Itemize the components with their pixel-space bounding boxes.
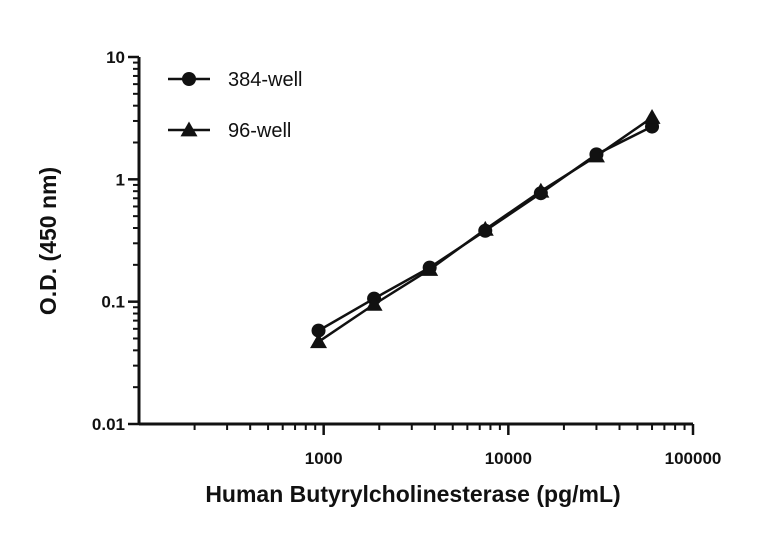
- legend-entry: 96-well: [168, 120, 291, 142]
- data-point: [476, 220, 494, 236]
- y-ticks: 0.01 0.1 1 10: [92, 48, 139, 434]
- y-tick-label: 1: [116, 170, 125, 189]
- data-point: [643, 109, 661, 124]
- legend-marker: [180, 121, 198, 137]
- data-point: [365, 295, 383, 311]
- legend-marker: [182, 72, 196, 86]
- data-point: [587, 147, 605, 163]
- y-tick-label: 10: [106, 48, 125, 67]
- y-axis-title: O.D. (450 nm): [35, 167, 61, 315]
- series-layer: [310, 109, 661, 349]
- x-tick-label: 1000: [305, 449, 343, 468]
- data-point: [421, 261, 439, 276]
- x-axis-title: Human Butyrylcholinesterase (pg/mL): [205, 481, 620, 507]
- x-tick-label: 100000: [665, 449, 722, 468]
- data-point: [310, 333, 328, 349]
- legend: 384-well 96-well: [168, 69, 302, 142]
- legend-label: 384-well: [228, 69, 302, 91]
- series-96-well: [310, 109, 661, 349]
- x-ticks: 1000 10000 100000: [193, 424, 722, 468]
- y-tick-label: 0.01: [92, 415, 125, 434]
- legend-entry: 384-well: [168, 69, 302, 91]
- axes: [137, 57, 693, 426]
- y-tick-label: 0.1: [101, 293, 125, 312]
- data-point: [532, 182, 550, 198]
- legend-label: 96-well: [228, 120, 291, 142]
- data-point: [311, 323, 326, 338]
- x-tick-label: 10000: [485, 449, 532, 468]
